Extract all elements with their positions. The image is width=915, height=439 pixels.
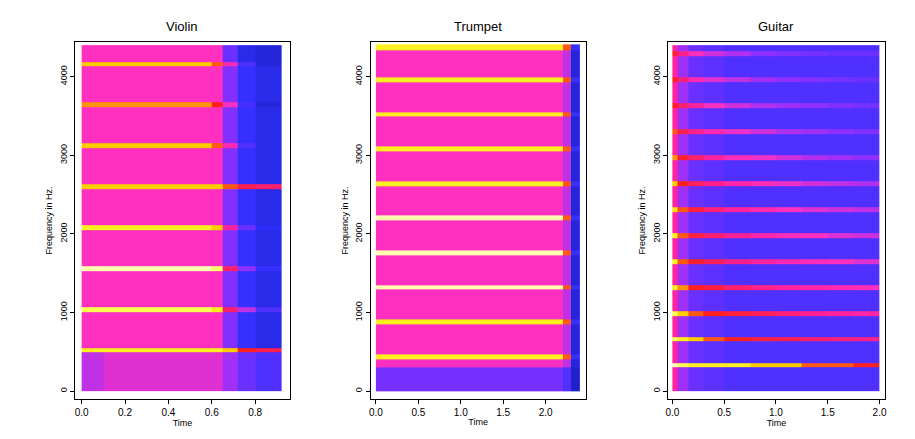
svg-text:3000: 3000 <box>354 144 364 164</box>
svg-text:0.5: 0.5 <box>411 407 425 418</box>
svg-text:3000: 3000 <box>652 144 662 164</box>
svg-text:4000: 4000 <box>354 65 364 85</box>
svg-text:0: 0 <box>59 387 69 392</box>
svg-text:0.0: 0.0 <box>75 407 89 418</box>
svg-text:0.5: 0.5 <box>717 407 731 418</box>
svg-text:2000: 2000 <box>59 223 69 243</box>
svg-text:4000: 4000 <box>59 65 69 85</box>
svg-text:1.0: 1.0 <box>454 407 468 418</box>
svg-text:0: 0 <box>652 387 662 392</box>
svg-text:0.8: 0.8 <box>248 407 262 418</box>
svg-text:Violin: Violin <box>166 19 198 34</box>
svg-text:2000: 2000 <box>354 223 364 243</box>
svg-text:Time: Time <box>767 418 787 428</box>
svg-text:0.0: 0.0 <box>369 407 383 418</box>
svg-text:Frequency in Hz.: Frequency in Hz. <box>44 186 54 254</box>
svg-text:Frequency in Hz.: Frequency in Hz. <box>637 186 647 254</box>
svg-text:1000: 1000 <box>354 301 364 321</box>
svg-text:0.0: 0.0 <box>665 407 679 418</box>
svg-text:Frequency in Hz.: Frequency in Hz. <box>340 186 350 254</box>
svg-text:0.4: 0.4 <box>161 407 175 418</box>
svg-text:3000: 3000 <box>59 144 69 164</box>
svg-text:2000: 2000 <box>652 223 662 243</box>
svg-text:1000: 1000 <box>59 301 69 321</box>
svg-text:4000: 4000 <box>652 65 662 85</box>
svg-text:2.0: 2.0 <box>539 407 553 418</box>
svg-text:1.5: 1.5 <box>821 407 835 418</box>
svg-text:1.0: 1.0 <box>769 407 783 418</box>
svg-text:Time: Time <box>468 417 488 427</box>
svg-text:Time: Time <box>173 418 193 428</box>
svg-text:1.5: 1.5 <box>496 407 510 418</box>
svg-text:Guitar: Guitar <box>758 19 794 34</box>
svg-text:0: 0 <box>354 387 364 392</box>
svg-text:2.0: 2.0 <box>873 407 887 418</box>
svg-text:0.2: 0.2 <box>118 407 132 418</box>
svg-text:0.6: 0.6 <box>205 407 219 418</box>
svg-text:Trumpet: Trumpet <box>454 19 502 34</box>
svg-text:1000: 1000 <box>652 301 662 321</box>
